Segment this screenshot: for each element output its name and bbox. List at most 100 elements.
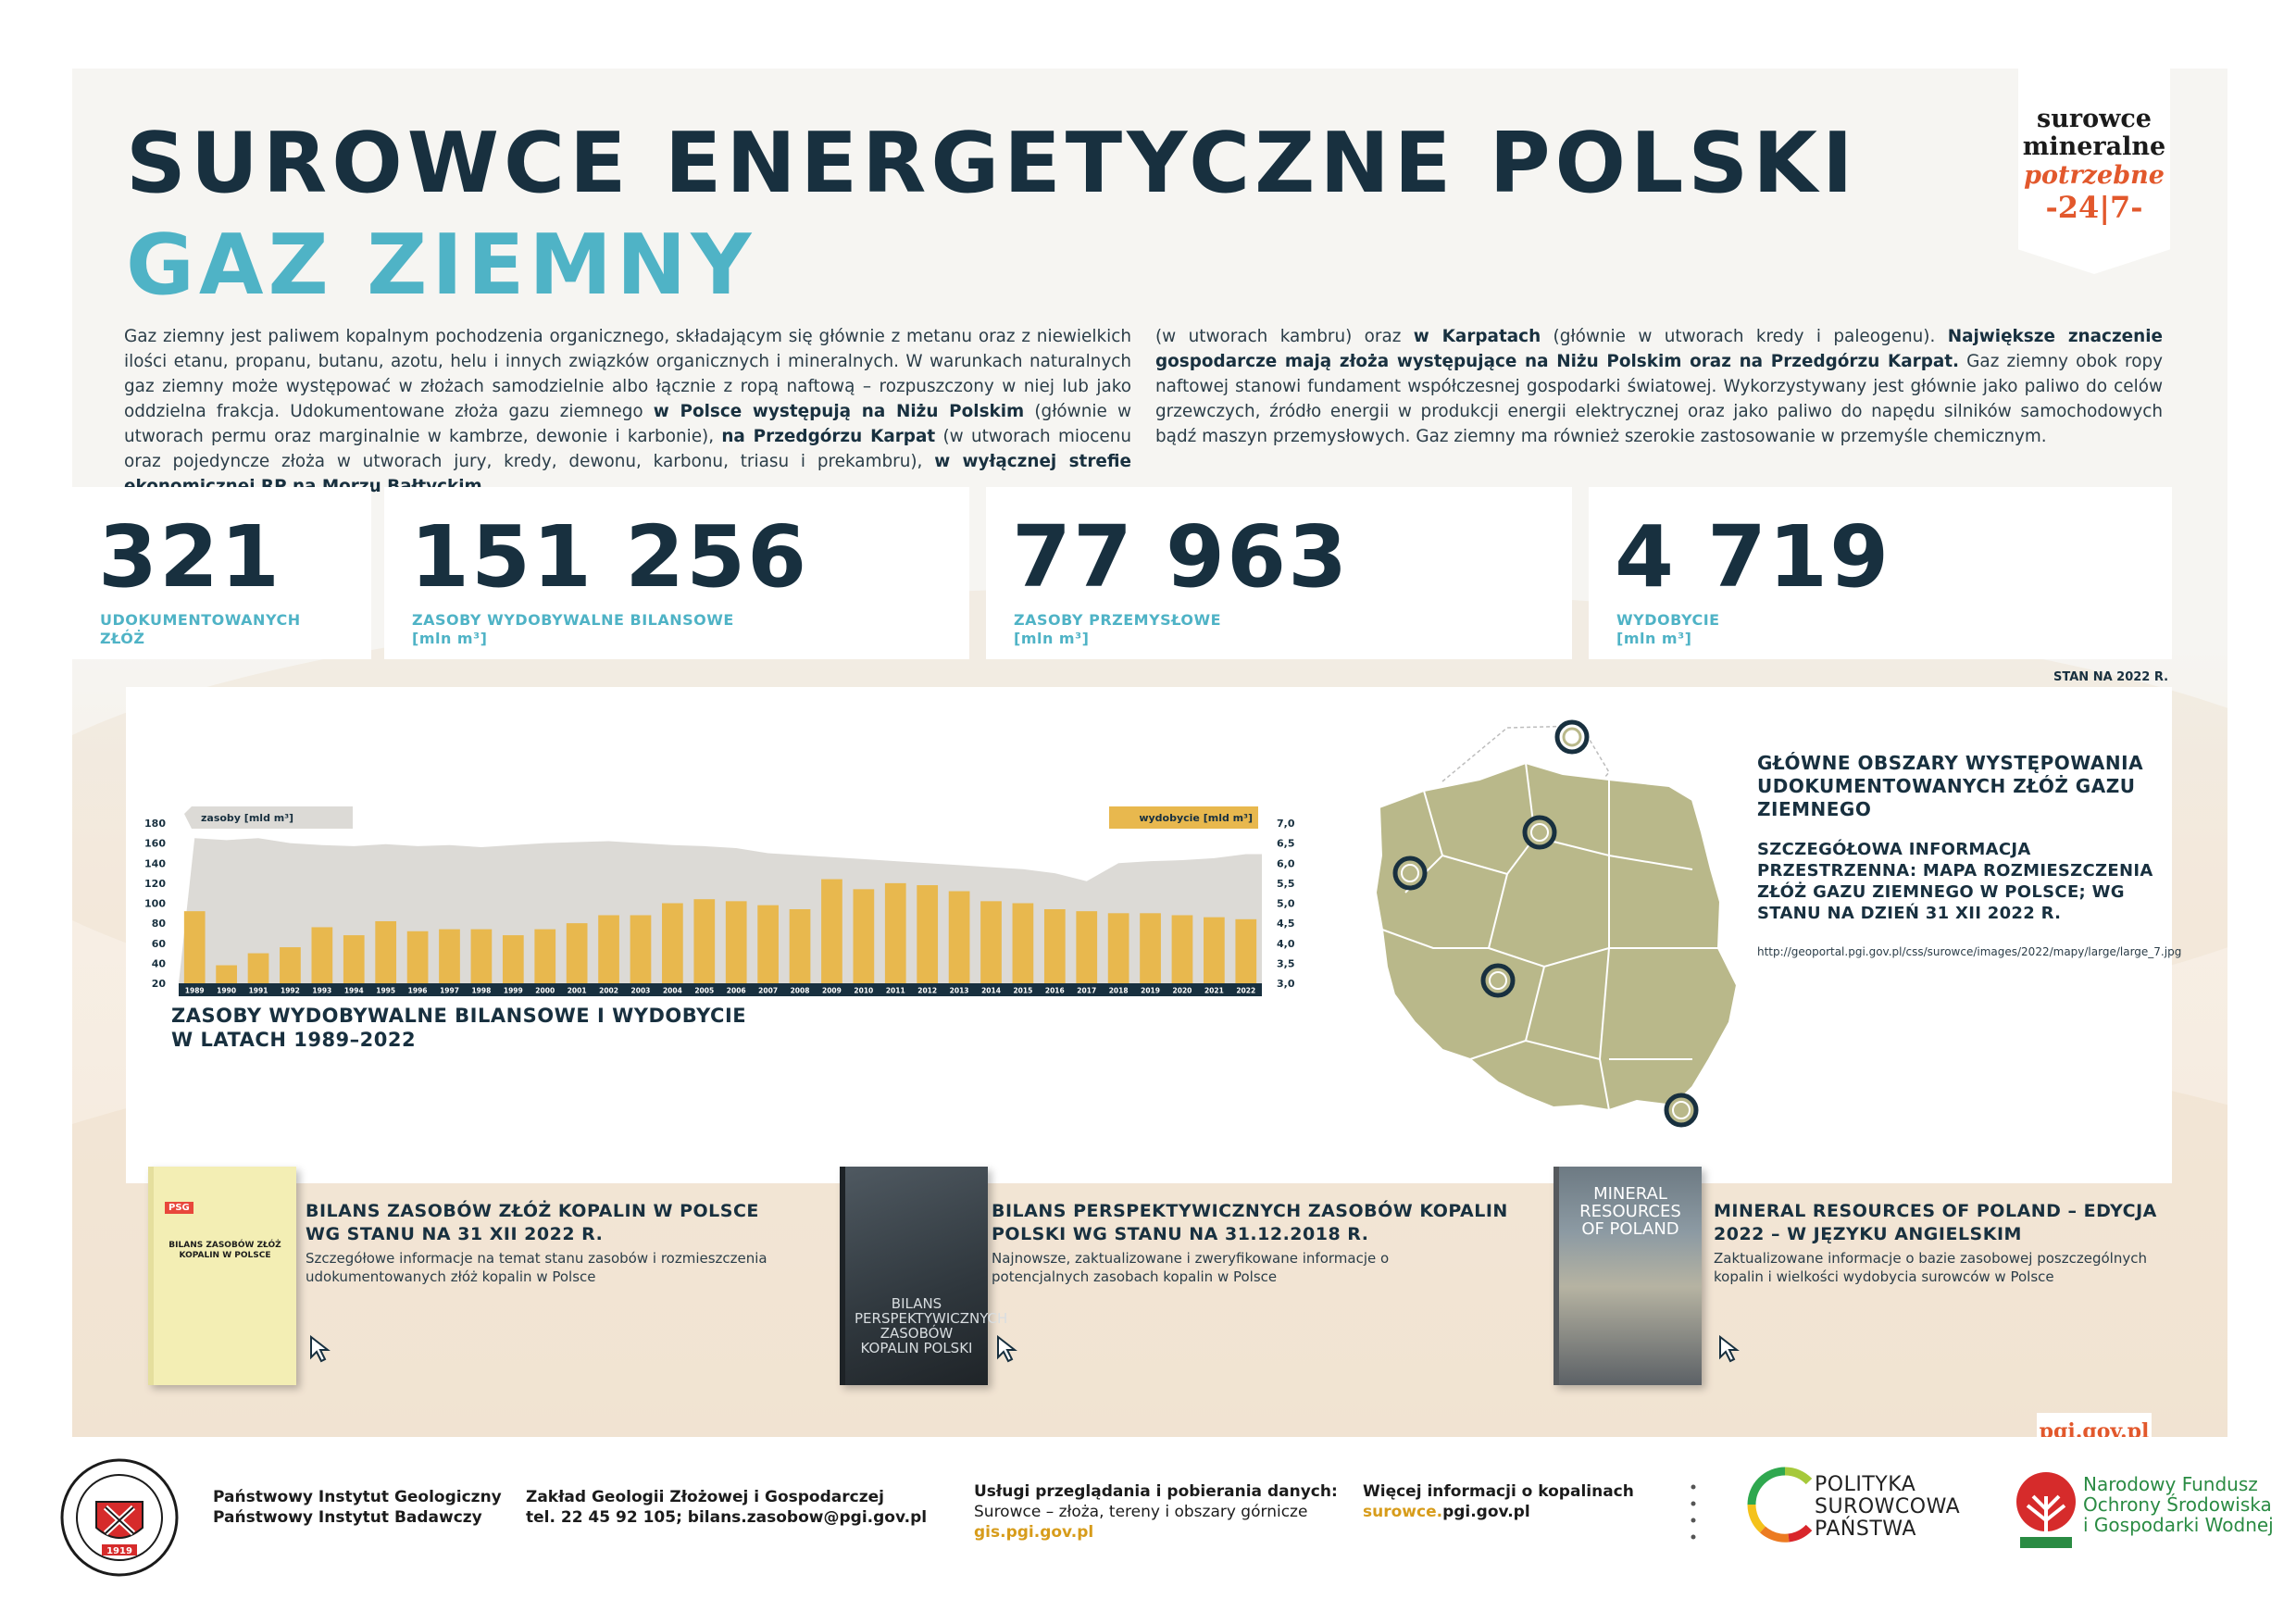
x-tick-label: 2001 — [568, 987, 587, 995]
intro-text-col2: (w utworach kambru) oraz w Karpatach (gł… — [1155, 324, 2163, 449]
y-right-tick-label: 6,0 — [1277, 857, 1295, 869]
x-tick-label: 2013 — [950, 987, 969, 995]
production-bar — [183, 911, 206, 983]
poland-map — [1374, 719, 1739, 1128]
x-tick-label: 2019 — [1141, 987, 1160, 995]
left-axis-label: zasoby [mld m³] — [201, 812, 293, 824]
campaign-logo: surowce mineralne potrzebne -24|7- — [2018, 69, 2170, 274]
page-subtitle: GAZ ZIEMNY — [126, 217, 756, 314]
cursor-icon[interactable] — [994, 1335, 1022, 1363]
publication-cover-perspektywiczne[interactable]: BILANS PERSPEKTYWICZNYCH ZASOBÓW KOPALIN… — [840, 1167, 1007, 1385]
y-right-tick-label: 4,0 — [1277, 938, 1295, 950]
x-tick-label: 2015 — [1013, 987, 1032, 995]
production-bar — [406, 931, 429, 983]
stat-label: ZASOBY PRZEMYSŁOWE [mln m³] — [1014, 611, 1222, 647]
production-bar — [280, 947, 301, 983]
production-bar — [917, 885, 939, 983]
y-left-tick-label: 80 — [152, 918, 167, 930]
map-info: SZCZEGÓŁOWA INFORMACJA PRZESTRZENNA: MAP… — [1757, 840, 2153, 923]
intro-highlight: w Polsce występują na Niżu Polskim — [653, 402, 1025, 421]
voivodeship-borders — [1381, 762, 1720, 1111]
production-bar — [247, 953, 269, 983]
publication-title[interactable]: BILANS PERSPEKTYWICZNYCH ZASOBÓW KOPALIN… — [992, 1201, 1508, 1244]
x-axis-band — [179, 983, 1262, 996]
production-bar — [439, 929, 460, 983]
pgi-website-tag[interactable]: pgi.gov.pl — [2037, 1413, 2152, 1437]
y-left-tick-label: 120 — [144, 878, 166, 890]
right-axis-label: wydobycie [mld m³] — [1139, 812, 1253, 824]
map-title: GŁÓWNE OBSZARY WYSTĘPOWANIA UDOKUMENTOWA… — [1757, 752, 2144, 820]
x-tick-label: 1997 — [440, 987, 459, 995]
x-tick-label: 1993 — [312, 987, 331, 995]
x-tick-label: 2002 — [599, 987, 618, 995]
x-tick-label: 2004 — [663, 987, 682, 995]
production-bar — [948, 891, 970, 983]
production-bar — [1107, 913, 1129, 983]
cursor-icon[interactable] — [307, 1335, 335, 1363]
y-left-tick-label: 40 — [152, 957, 167, 969]
production-bar — [1204, 917, 1225, 983]
x-tick-label: 2011 — [886, 987, 905, 995]
production-bar — [470, 929, 493, 983]
x-tick-label: 1995 — [376, 987, 395, 995]
publication-title[interactable]: BILANS ZASOBÓW ZŁÓŻ KOPALIN W POLSCE WG … — [306, 1201, 759, 1244]
gas-field-markers — [1392, 719, 1699, 1128]
intro-segment: (w utworach kambru) oraz — [1155, 327, 1414, 346]
production-bar — [534, 929, 556, 983]
publication-cover-bilans[interactable]: PSG BILANS ZASOBÓW ZŁÓŻ KOPALIN W POLSCE — [148, 1167, 296, 1385]
gis-link[interactable]: gis.pgi.gov.pl — [974, 1523, 1094, 1542]
data-date-label: STAN NA 2022 R. — [2053, 670, 2169, 684]
production-bar — [725, 901, 747, 983]
stat-label: UDOKUMENTOWANYCH ZŁÓŻ — [100, 611, 301, 647]
footer-services: Usługi przeglądania i pobierania danych:… — [974, 1482, 1338, 1542]
stat-value: 77 963 — [1012, 507, 1350, 606]
cursor-icon[interactable] — [1716, 1335, 1744, 1363]
polityka-surowcowa-logo — [1747, 1467, 1813, 1543]
x-tick-label: 2018 — [1109, 987, 1129, 995]
y-left-tick-label: 140 — [144, 857, 166, 869]
nfosigw-text: Narodowy Fundusz Ochrony Środowiska i Gosp… — [2083, 1473, 2274, 1536]
y-right-tick-label: 5,0 — [1277, 898, 1295, 910]
production-bar — [853, 889, 875, 983]
map-link[interactable]: http://geoportal.pgi.gov.pl/css/surowce/… — [1757, 945, 2182, 958]
intro-text-col1: Gaz ziemny jest paliwem kopalnym pochodz… — [124, 324, 1131, 499]
x-tick-label: 2014 — [981, 987, 1001, 995]
y-right-tick-label: 6,5 — [1277, 838, 1295, 850]
x-tick-label: 2017 — [1077, 987, 1096, 995]
intro-segment: (głównie w utworach permu oraz marginaln… — [124, 402, 1131, 446]
production-bar — [662, 903, 683, 983]
stat-card-reserves: 151 256 ZASOBY WYDOBYWALNE BILANSOWE [mln… — [384, 487, 969, 659]
publication-cover-mineral-resources[interactable]: MINERAL RESOURCES OF POLAND — [1554, 1167, 1702, 1385]
intro-highlight: w Karpatach — [1413, 327, 1541, 346]
x-tick-label: 2012 — [917, 987, 937, 995]
poster: SUROWCE ENERGETYCZNE POLSKI GAZ ZIEMNY s… — [72, 69, 2227, 1437]
polityka-surowcowa-text: POLITYKA SUROWCOWA PAŃSTWA — [1815, 1473, 1961, 1541]
y-right-tick-label: 7,0 — [1277, 818, 1295, 830]
stat-card-production: 4 719 WYDOBYCIE [mln m³] — [1589, 487, 2172, 659]
y-right-tick-label: 5,5 — [1277, 878, 1295, 890]
production-bar — [1171, 915, 1193, 983]
x-tick-label: 1992 — [281, 987, 300, 995]
x-tick-label: 2010 — [854, 987, 873, 995]
y-left-tick-label: 100 — [144, 898, 166, 910]
production-bar — [216, 965, 237, 983]
intro-segment: (w utworach miocenu oraz pojedyncze złoż… — [124, 427, 1131, 471]
x-tick-label: 2005 — [694, 987, 714, 995]
publication-title[interactable]: MINERAL RESOURCES OF POLAND – EDYCJA 202… — [1714, 1201, 2157, 1244]
x-tick-label: 2003 — [631, 987, 651, 995]
production-bar — [502, 935, 524, 983]
intro-segment: Gaz ziemny obok ropy naftowej stanowi fu… — [1155, 352, 2164, 446]
y-left-tick-label: 160 — [144, 838, 166, 850]
x-tick-label: 2008 — [791, 987, 810, 995]
x-tick-label: 2016 — [1045, 987, 1065, 995]
right-axis-legend-box — [1109, 806, 1258, 829]
pgi-seal-logo: 1919 — [60, 1458, 179, 1577]
production-bar — [1235, 918, 1257, 983]
y-right-tick-label: 3,5 — [1277, 957, 1295, 969]
x-tick-label: 2021 — [1204, 987, 1224, 995]
chart-title: ZASOBY WYDOBYWALNE BILANSOWE I WYDOBYCIE… — [171, 1005, 747, 1051]
reserves-area — [179, 838, 1262, 983]
x-tick-label: 1991 — [249, 987, 268, 995]
x-tick-label: 2009 — [822, 987, 842, 995]
x-tick-label: 2007 — [758, 987, 778, 995]
